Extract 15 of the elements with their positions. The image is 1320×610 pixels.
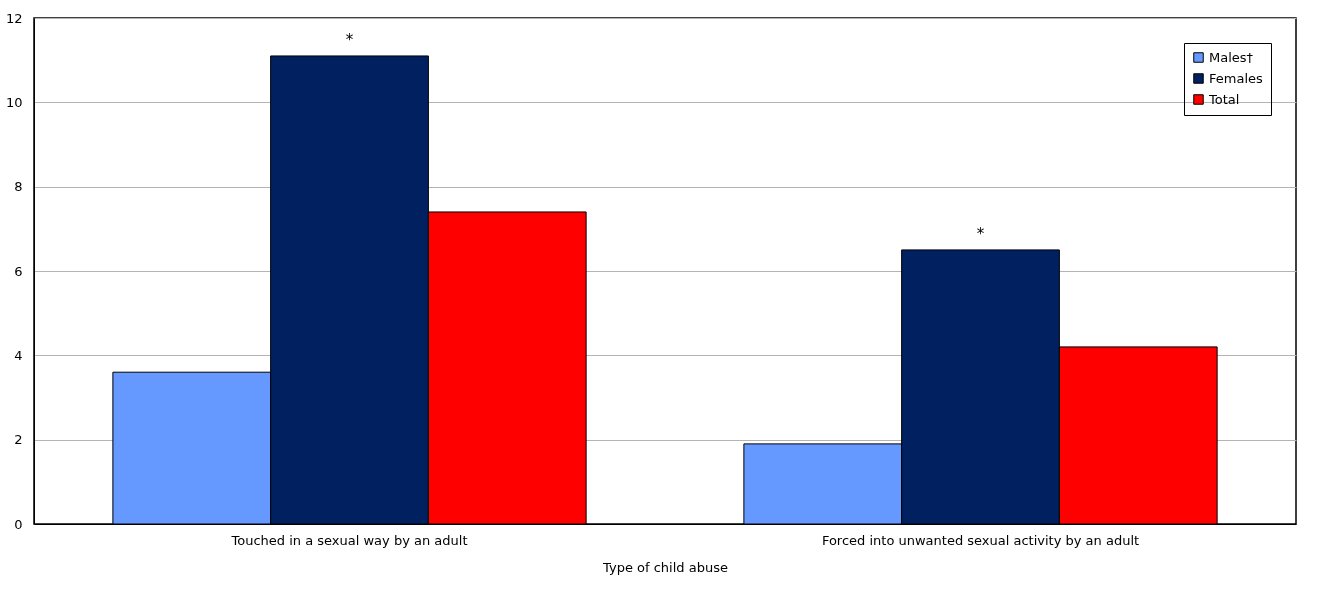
x-tick-label: Forced into unwanted sexual activity by an adult <box>821 532 1140 548</box>
y-tick-label: 8 <box>14 179 23 195</box>
y-tick-label: 6 <box>14 263 23 279</box>
y-tick-label: 4 <box>14 347 23 363</box>
y-tick-label: 0 <box>14 516 23 532</box>
annotation: * <box>976 224 985 243</box>
legend-label: Total <box>1208 91 1240 107</box>
x-tick-label: Touched in a sexual way by an adult <box>230 532 468 548</box>
y-tick-label: 12 <box>5 10 23 26</box>
annotation: * <box>345 30 354 49</box>
y-tick-label: 2 <box>14 432 23 448</box>
y-tick-label: 10 <box>5 94 23 110</box>
legend-label: Females <box>1209 70 1263 86</box>
x-axis-title: Type of child abuse <box>602 559 728 575</box>
legend-label: Males† <box>1209 49 1254 65</box>
